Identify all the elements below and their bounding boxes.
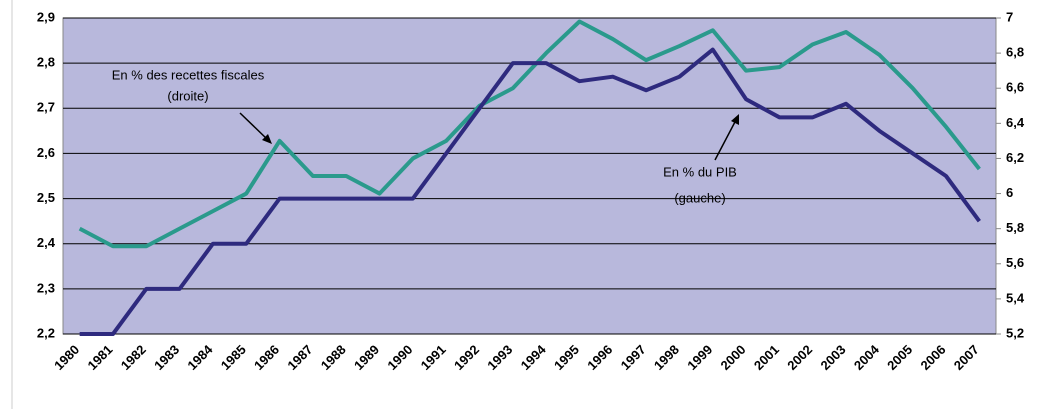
y2-tick-label: 5,4 — [1006, 290, 1025, 305]
x-tick-label: 1992 — [451, 342, 482, 373]
y-tick-label: 2,9 — [37, 9, 55, 24]
arrow — [239, 112, 269, 141]
x-tick-label: 1994 — [518, 341, 550, 373]
x-tick-label: 1999 — [684, 342, 715, 373]
x-tick-label: 1996 — [584, 342, 615, 373]
x-tick-label: 1980 — [51, 342, 82, 373]
x-tick-label: 1998 — [651, 342, 682, 373]
annotation: En % des recettes fiscales — [112, 67, 265, 82]
x-tick-label: 1984 — [184, 341, 216, 373]
x-tick-label: 2004 — [851, 341, 883, 373]
annotation: (gauche) — [674, 190, 725, 205]
line — [78, 19, 981, 249]
x-tick-label: 1986 — [251, 342, 282, 373]
plot-area — [62, 17, 997, 335]
y-tick-label: 2,7 — [37, 100, 55, 115]
arrow — [714, 119, 737, 161]
x-tick-label: 2005 — [884, 342, 915, 373]
y-tick-label: 2,8 — [37, 55, 55, 70]
x-tick-label: 1993 — [484, 342, 515, 373]
y2-tick-label: 6,2 — [1006, 150, 1024, 165]
x-tick-label: 2007 — [951, 342, 982, 373]
y2-tick-label: 5,6 — [1006, 255, 1024, 270]
line — [79, 47, 981, 336]
arrow-head — [731, 114, 739, 125]
y-tick-label: 2,6 — [37, 145, 55, 160]
x-tick-label: 2001 — [751, 342, 782, 373]
x-tick-label: 1995 — [551, 342, 582, 373]
x-tick-label: 2000 — [718, 342, 749, 373]
y2-tick-label: 7 — [1006, 9, 1013, 24]
x-tick-label: 1983 — [151, 342, 182, 373]
y2-tick-label: 6,6 — [1006, 80, 1024, 95]
x-tick-label: 1989 — [351, 342, 382, 373]
x-tick-label: 1982 — [118, 342, 149, 373]
x-tick-label: 1997 — [618, 342, 649, 373]
arrow-head — [262, 134, 272, 144]
y2-tick-label: 5,8 — [1006, 220, 1024, 235]
y2-tick-label: 6,4 — [1006, 115, 1025, 130]
y2-tick-label: 5,2 — [1006, 325, 1024, 340]
y2-tick-label: 6 — [1006, 185, 1013, 200]
annotation: En % du PIB — [663, 164, 737, 179]
x-tick-label: 2003 — [818, 342, 849, 373]
y-tick-label: 2,5 — [37, 190, 55, 205]
x-tick-label: 2006 — [918, 342, 949, 373]
x-tick-label: 1981 — [84, 342, 115, 373]
x-tick-label: 1987 — [284, 342, 315, 373]
y-tick-label: 2,3 — [37, 280, 55, 295]
x-tick-label: 1985 — [218, 342, 249, 373]
y2-tick-label: 6,8 — [1006, 45, 1024, 60]
x-tick-label: 1990 — [384, 342, 415, 373]
y-tick-label: 2,2 — [37, 325, 55, 340]
annotation: (droite) — [167, 88, 208, 103]
x-tick-label: 2002 — [784, 342, 815, 373]
y-tick-label: 2,4 — [37, 235, 56, 250]
x-tick-label: 1991 — [418, 342, 449, 373]
x-tick-label: 1988 — [318, 342, 349, 373]
